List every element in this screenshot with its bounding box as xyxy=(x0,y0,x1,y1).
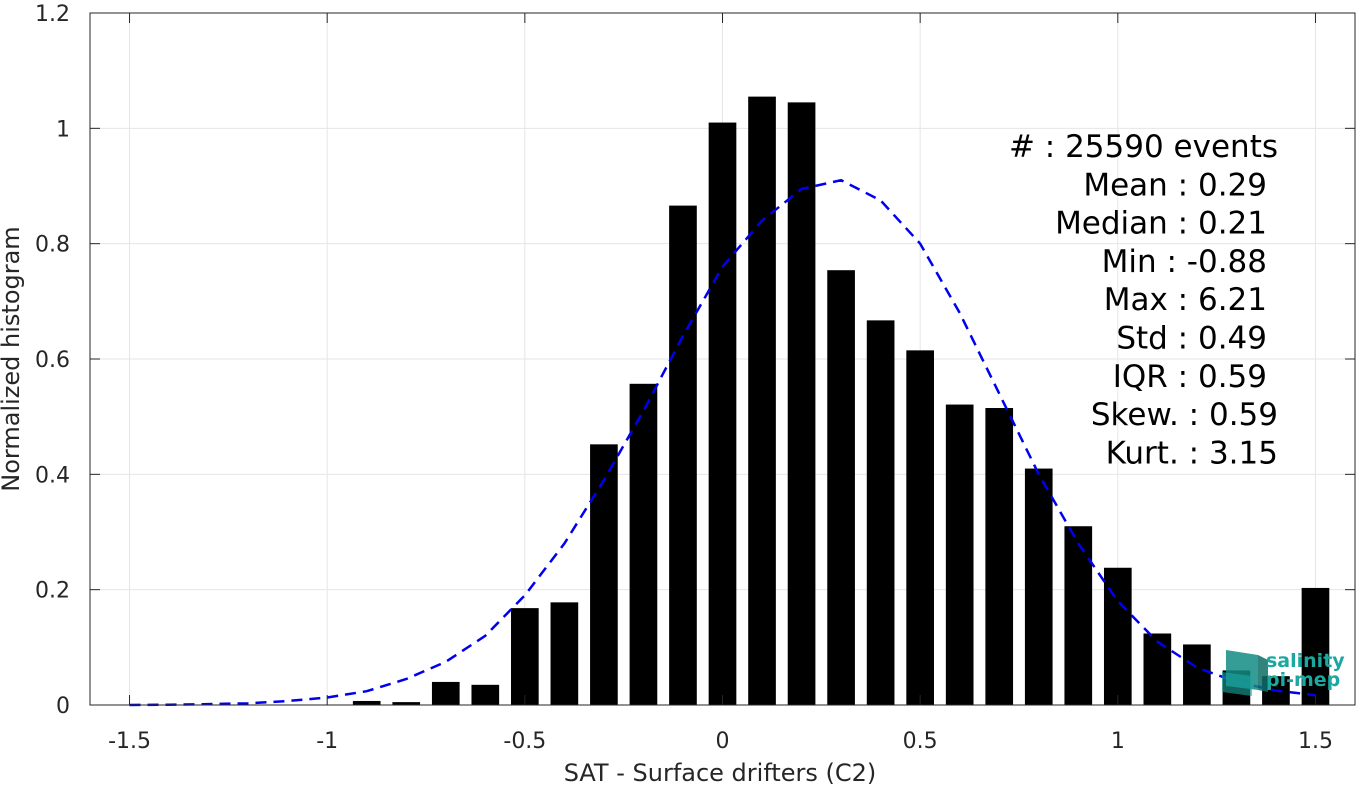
histogram-bar xyxy=(1103,567,1132,705)
histogram-bar xyxy=(431,681,460,705)
histogram-bar xyxy=(392,702,421,705)
tick-labels: -1.5 -1 -0.5 0 0.5 1 1.5 0 0.2 0.4 0.6 0.8 1 1.2 xyxy=(35,2,1333,754)
histogram-bar xyxy=(985,408,1014,705)
stat-line: Median : 0.21 xyxy=(1055,206,1267,242)
histogram-bars xyxy=(352,96,1330,706)
histogram-bar xyxy=(1064,526,1093,705)
stat-line: Kurt. : 3.15 xyxy=(1106,435,1278,471)
histogram-bar xyxy=(1301,587,1330,705)
histogram-bar xyxy=(669,205,697,705)
histogram-bar xyxy=(550,602,579,705)
stat-line: Skew. : 0.59 xyxy=(1091,397,1278,433)
x-tick-label: 0 xyxy=(716,729,730,754)
histogram-bar xyxy=(945,404,974,705)
histogram-bar xyxy=(787,102,816,706)
axes xyxy=(89,12,1356,706)
y-tick-label: 0.4 xyxy=(35,463,70,488)
stat-line: Min : -0.88 xyxy=(1102,244,1267,280)
histogram-bar xyxy=(590,444,618,705)
stat-line: Std : 0.49 xyxy=(1116,321,1267,357)
x-tick-label: 1.5 xyxy=(1298,729,1333,754)
x-tick-label: 1 xyxy=(1111,729,1125,754)
stat-line: IQR : 0.59 xyxy=(1113,359,1267,395)
y-tick-label: 0 xyxy=(56,694,70,719)
logo-text-salinity: salinity xyxy=(1266,650,1345,672)
histogram-bar xyxy=(1183,644,1211,705)
histogram-bar xyxy=(866,320,895,705)
logo-text-pimep: pi-mep xyxy=(1266,669,1340,691)
histogram-bar xyxy=(748,96,776,705)
y-tick-label: 0.6 xyxy=(35,348,70,373)
y-tick-label: 1.2 xyxy=(35,2,70,27)
x-tick-label: -1 xyxy=(316,729,338,754)
stat-line: # : 25590 events xyxy=(1009,129,1278,165)
histogram-bar xyxy=(827,270,855,705)
histogram-bar xyxy=(511,608,539,705)
fit-curve-line xyxy=(129,178,1316,707)
y-axis-label: Normalized histogram xyxy=(0,226,25,491)
x-tick-label: -1.5 xyxy=(108,729,151,754)
histogram-bar xyxy=(1143,633,1172,705)
histogram-bar xyxy=(629,383,658,705)
histogram-bar xyxy=(352,700,381,705)
x-axis-label: SAT - Surface drifters (C2) xyxy=(564,759,877,785)
salinity-pimep-logo: salinity pi-mep xyxy=(1222,650,1345,696)
y-tick-label: 1 xyxy=(56,117,70,142)
y-tick-label: 0.8 xyxy=(35,233,70,258)
histogram-bar xyxy=(708,122,737,706)
normal-fit-curve xyxy=(129,178,1316,707)
x-tick-label: -0.5 xyxy=(503,729,546,754)
histogram-bar xyxy=(906,350,934,705)
y-tick-label: 0.2 xyxy=(35,579,70,604)
stat-line: Max : 6.21 xyxy=(1104,282,1267,318)
histogram-bar xyxy=(471,684,500,705)
stat-line: Mean : 0.29 xyxy=(1083,167,1267,203)
logo-cube-icon xyxy=(1222,650,1268,696)
x-tick-label: 0.5 xyxy=(903,729,938,754)
histogram-bar xyxy=(1024,468,1053,705)
